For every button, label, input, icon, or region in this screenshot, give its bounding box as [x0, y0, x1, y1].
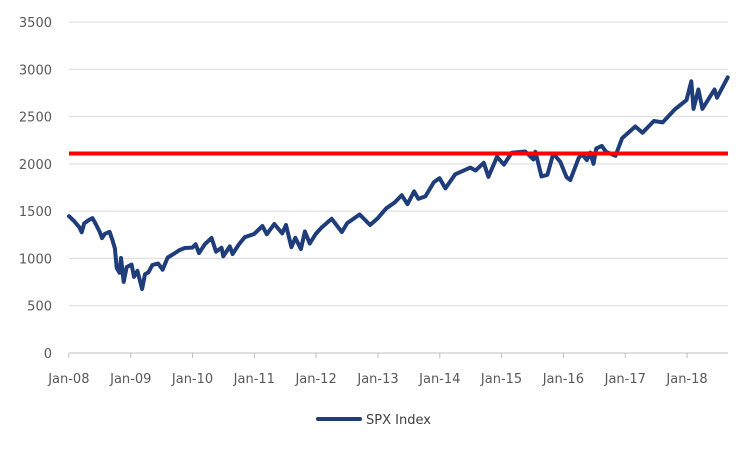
x-tick-label: Jan-14 — [418, 372, 460, 387]
x-tick-label: Jan-12 — [294, 372, 336, 387]
legend-label-spx-index: SPX Index — [366, 413, 431, 428]
x-tick-label: Jan-15 — [480, 372, 522, 387]
x-tick-label: Jan-16 — [542, 372, 584, 387]
y-tick-label: 1000 — [19, 252, 52, 267]
x-tick-label: Jan-08 — [47, 372, 89, 387]
x-tick-label: Jan-17 — [604, 372, 646, 387]
y-tick-label: 3500 — [19, 16, 52, 31]
y-tick-label: 2000 — [19, 158, 52, 173]
y-tick-label: 500 — [27, 300, 52, 315]
series-line-spx-index — [67, 75, 730, 291]
y-tick-label: 3000 — [19, 63, 52, 78]
legend: SPX Index — [316, 413, 431, 428]
y-tick-label: 2500 — [19, 111, 52, 126]
y-axis: 0 500 1000 1500 2000 2500 3000 3500 — [19, 16, 52, 362]
x-tick-label: Jan-13 — [356, 372, 398, 387]
x-tick-label: Jan-11 — [233, 372, 275, 387]
x-axis: Jan-08 Jan-09 Jan-10 Jan-11 Jan-12 Jan-13 Jan-… — [47, 352, 728, 387]
y-tick-label: 1500 — [19, 205, 52, 220]
gridlines — [69, 21, 728, 307]
series-layer — [67, 75, 730, 291]
x-tick-label: Jan-10 — [171, 372, 213, 387]
x-tick-label: Jan-09 — [109, 372, 151, 387]
y-tick-label: 0 — [44, 347, 52, 362]
x-tick-label: Jan-18 — [665, 372, 707, 387]
